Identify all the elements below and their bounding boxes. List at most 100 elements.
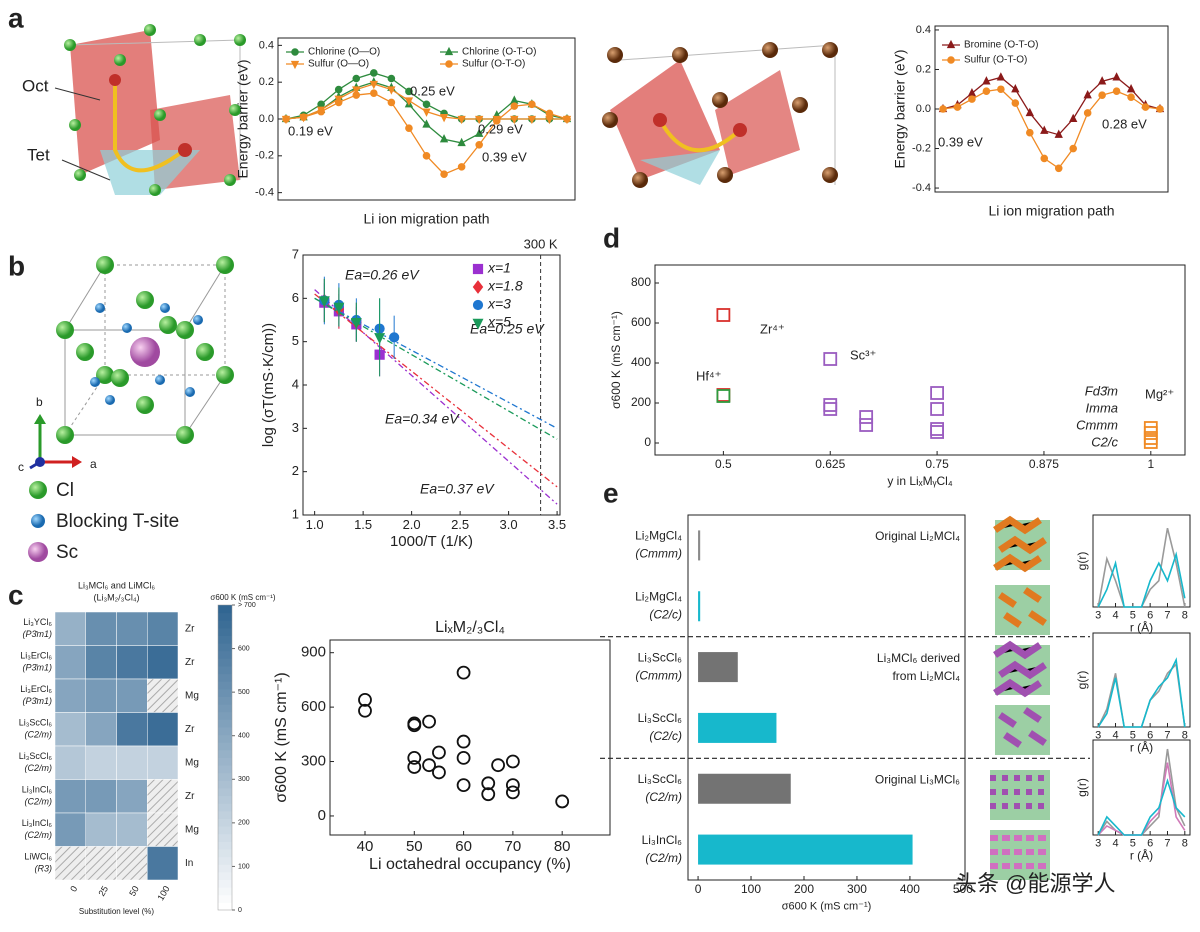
x-tick-label: 4	[1112, 730, 1118, 742]
marker	[445, 60, 453, 68]
x-tick-label: 6	[1147, 838, 1153, 850]
marker	[481, 787, 496, 802]
category-group: (C2/m)	[645, 851, 682, 865]
x-tick-label: 7	[1164, 730, 1170, 742]
dopant-label: Mg	[185, 757, 199, 768]
x-tick-label: 80	[554, 838, 571, 855]
marker	[299, 113, 308, 121]
legend-label: Sulfur (O-T-O)	[462, 59, 525, 70]
row-label: Li₃ScCl₆	[19, 718, 53, 728]
fit-label: Ea=0.37 eV	[420, 481, 495, 497]
marker	[997, 85, 1005, 94]
marker	[457, 163, 466, 171]
marker	[457, 115, 466, 125]
y-tick-label: 6	[292, 290, 299, 305]
bar	[698, 773, 791, 804]
marker	[1083, 89, 1092, 99]
marker	[444, 46, 454, 56]
x-tick-label: 3	[1095, 730, 1101, 742]
y-tick-label: 0.2	[259, 76, 274, 88]
marker	[1054, 164, 1063, 173]
marker	[370, 89, 378, 98]
row-group: (P3̄m1)	[22, 629, 52, 639]
marker	[439, 113, 449, 123]
row-group: (C2/m)	[25, 830, 53, 840]
marker	[947, 56, 955, 64]
annotation: 0.39 eV	[938, 134, 983, 149]
heat-cell	[116, 846, 148, 881]
category-group: (Cmmm)	[635, 547, 682, 561]
fit-line	[314, 289, 558, 505]
marker	[407, 751, 422, 765]
x-tick-label: 5	[1130, 610, 1136, 622]
series-line	[942, 76, 1161, 136]
row-group: (P3̄m1)	[22, 663, 52, 673]
dopant-label: Zr	[185, 724, 195, 735]
marker	[505, 785, 520, 800]
section-label: Original Li₂MCl₄	[875, 529, 960, 543]
colorbar-step	[218, 658, 232, 667]
x-tick-label: 50	[406, 838, 423, 855]
colorbar-step	[218, 727, 232, 736]
heat-cell	[147, 812, 179, 847]
x-tick-label: 8	[1182, 730, 1188, 742]
row-group: (C2/m)	[25, 730, 53, 740]
row-label: Li₃YCl₆	[23, 617, 52, 627]
category-group: (C2/c)	[649, 729, 682, 743]
marker	[930, 402, 944, 416]
bar	[698, 591, 701, 622]
y-axis-label: g(r)	[1075, 778, 1089, 797]
row-group: (P3̄m1)	[22, 696, 52, 706]
category-label: Li₂MgCl₄	[635, 589, 682, 603]
annotation: 0.29 eV	[478, 121, 523, 136]
marker	[1126, 84, 1136, 93]
y-tick-label: 0.0	[259, 113, 274, 125]
heat-cell	[147, 645, 179, 680]
marker	[1097, 76, 1107, 85]
colorbar-step	[218, 673, 232, 682]
colorbar-frame	[217, 604, 233, 911]
x-tick-label: 0.5	[715, 457, 732, 471]
marker	[939, 105, 947, 113]
marker	[407, 760, 422, 774]
marker	[967, 88, 977, 97]
reference-label: 300 K	[524, 236, 558, 251]
colorbar-step	[218, 620, 232, 629]
x-axis-label: y in LiₓMᵧCl₄	[887, 474, 952, 488]
marker	[432, 765, 446, 780]
marker	[1098, 91, 1106, 99]
marker	[422, 714, 436, 729]
dopant-label: Mg	[185, 690, 199, 701]
marker	[334, 98, 343, 107]
series-annotation: Hf⁴⁺	[696, 368, 721, 383]
y-tick-label: 900	[301, 644, 326, 661]
y-axis-label: Energy barrier (eV)	[892, 49, 908, 168]
marker	[1156, 105, 1164, 113]
x-tick-label: 3	[1095, 610, 1101, 622]
marker	[823, 402, 838, 416]
heat-cell	[116, 611, 148, 646]
legend-cl: Cl	[56, 480, 74, 501]
marker	[527, 115, 537, 125]
heat-cell	[54, 779, 86, 814]
series-annotation: Zr⁴⁺	[760, 321, 785, 336]
marker	[405, 124, 413, 133]
marker	[456, 665, 471, 680]
marker	[456, 734, 471, 749]
fit-label: Ea=0.26 eV	[345, 267, 420, 283]
category-label: Li₃InCl₆	[642, 833, 683, 847]
heat-cell	[54, 678, 86, 713]
heat-cell	[147, 611, 179, 646]
colorbar-step	[218, 841, 232, 850]
y-tick-label: 0.2	[916, 63, 931, 75]
y-tick-label: 400	[631, 355, 651, 369]
x-tick-label: 2.5	[451, 517, 469, 532]
y-tick-label: 0	[318, 807, 326, 824]
heat-cell	[147, 846, 179, 881]
y-axis-label: log (σT(mS·K/cm))	[260, 323, 277, 447]
y-tick-label: 0.4	[259, 39, 274, 51]
x-tick-label: 50	[127, 884, 141, 898]
fit-line	[314, 297, 558, 429]
bar	[698, 712, 777, 743]
marker	[358, 692, 372, 707]
